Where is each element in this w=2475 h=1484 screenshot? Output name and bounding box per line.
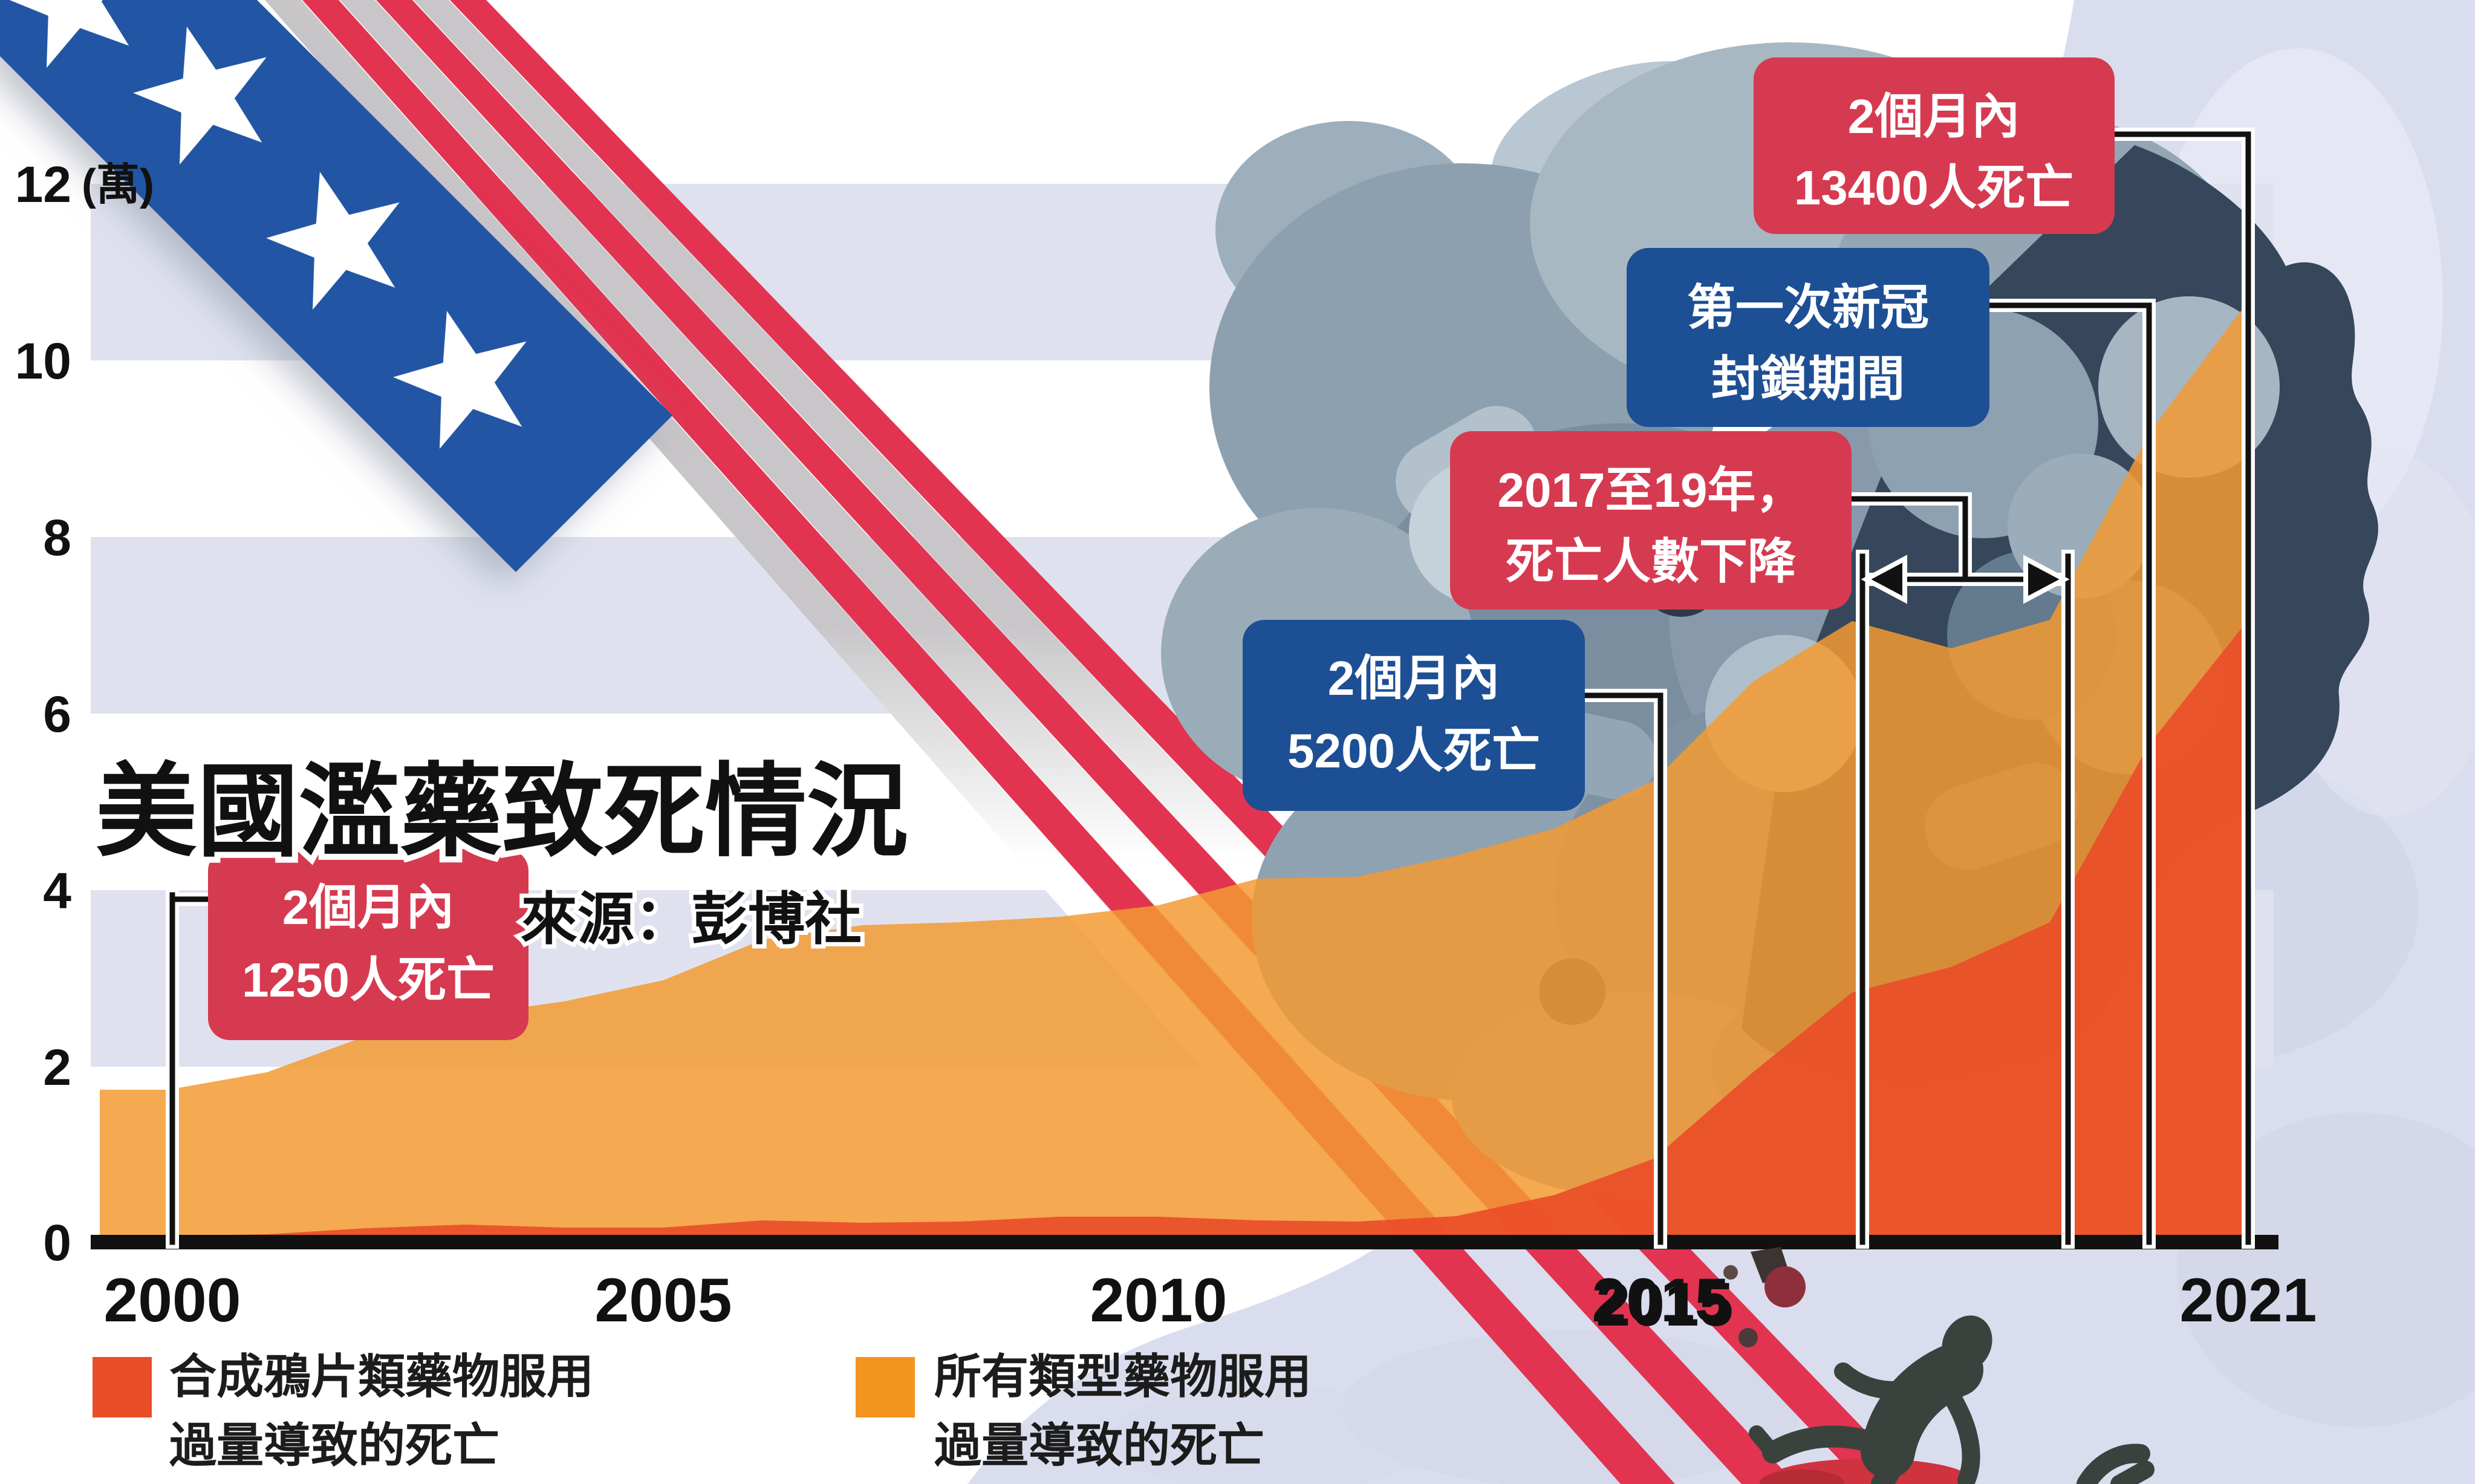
- callout-13400-line2: 13400人死亡: [1794, 161, 2073, 215]
- callout-box-covid: [1627, 248, 1989, 427]
- callout-5200-line2: 5200人死亡: [1287, 724, 1540, 778]
- callout-2015: 2個月內 5200人死亡: [1243, 620, 1667, 1249]
- callout-2020: 第一次新冠 封鎖期間: [1627, 248, 2156, 1249]
- chart-source: 來源：彭博社: [521, 887, 862, 951]
- area-series-synthetic-opioids: [100, 620, 2248, 1242]
- x-tick-2010: 2010: [1090, 1266, 1228, 1335]
- callout-1250-line2: 1250人死亡: [242, 953, 495, 1007]
- area-series-all-drugs: [100, 301, 2248, 1242]
- falling-people-illustration: [1723, 1247, 2155, 1484]
- y-axis-unit: (萬): [82, 161, 154, 209]
- range-arrowhead-left: [1861, 555, 1907, 604]
- callout-covid-line2: 封鎖期間: [1711, 352, 1905, 406]
- callout-box-5200: [1243, 620, 1585, 811]
- y-tick-12: 12: [15, 156, 71, 213]
- x-tick-2005: 2005: [595, 1266, 732, 1335]
- x-tick-2015-shadow: 2015: [1596, 1270, 1734, 1339]
- y-tick-4: 4: [43, 862, 71, 919]
- callout-2021: 2個月內 13400人死亡: [1754, 57, 2255, 1249]
- legend-all-drugs-line2: 過量導致的死亡: [934, 1419, 1264, 1472]
- legend-all-drugs-line1: 所有類型藥物服用: [934, 1350, 1312, 1403]
- debris-red: [1764, 1266, 1806, 1307]
- callout-2000: 2個月內 1250人死亡: [166, 849, 528, 1249]
- legend-swatch-all-drugs: [856, 1357, 915, 1417]
- red-pool: [1760, 1469, 1844, 1484]
- legend-synthetic-line2: 過量導致的死亡: [169, 1419, 499, 1472]
- legend-item-all-drugs: 所有類型藥物服用 過量導致的死亡: [856, 1350, 1312, 1472]
- x-axis-labels: 2000 2005 2010 2015 2015 2021: [104, 1266, 2317, 1339]
- callout-box-2017-19: [1450, 431, 1852, 610]
- callout-2017-19-line2: 死亡人數下降: [1506, 535, 1797, 588]
- y-tick-10: 10: [15, 333, 71, 389]
- tumbling-figure: [1749, 1315, 1992, 1484]
- chart-title: 美國濫藥致死情況: [96, 755, 908, 868]
- debris-small: [1738, 1328, 1758, 1347]
- y-axis-labels: 12 10 8 6 4 2 0 (萬): [15, 156, 154, 1271]
- x-tick-2021: 2021: [2180, 1266, 2317, 1335]
- y-tick-0: 0: [43, 1214, 71, 1271]
- debris-small: [1723, 1265, 1738, 1280]
- y-tick-8: 8: [43, 509, 71, 566]
- legend-item-synthetic-opioids: 合成鴉片類藥物服用 過量導致的死亡: [93, 1350, 594, 1472]
- callout-covid-line1: 第一次新冠: [1687, 281, 1929, 334]
- callout-box-13400: [1754, 57, 2115, 234]
- chart-legend: 合成鴉片類藥物服用 過量導致的死亡 所有類型藥物服用 過量導致的死亡: [93, 1350, 1312, 1472]
- callout-5200-line1: 2個月內: [1328, 651, 1500, 705]
- legend-synthetic-line1: 合成鴉片類藥物服用: [169, 1350, 594, 1403]
- y-tick-6: 6: [43, 686, 71, 743]
- range-arrowhead-right: [2023, 555, 2070, 604]
- callout-2017-19-line1: 2017至19年，: [1498, 463, 1804, 517]
- x-tick-2015: 2015: [1592, 1266, 1729, 1335]
- y-tick-2: 2: [43, 1039, 71, 1096]
- callout-box-1250: [208, 849, 528, 1040]
- area-chart: [100, 301, 2248, 1242]
- x-axis-line: [91, 1235, 2278, 1249]
- callout-1250-line1: 2個月內: [282, 880, 455, 934]
- callout-13400-line1: 2個月內: [1848, 89, 2020, 143]
- legend-swatch-synthetic: [93, 1357, 152, 1417]
- callout-2017-19: 2017至19年， 死亡人數下降: [1450, 431, 2075, 1249]
- falling-figure-partial: [2077, 1443, 2155, 1484]
- x-tick-2000: 2000: [104, 1266, 241, 1335]
- flag-canton: [0, 0, 672, 572]
